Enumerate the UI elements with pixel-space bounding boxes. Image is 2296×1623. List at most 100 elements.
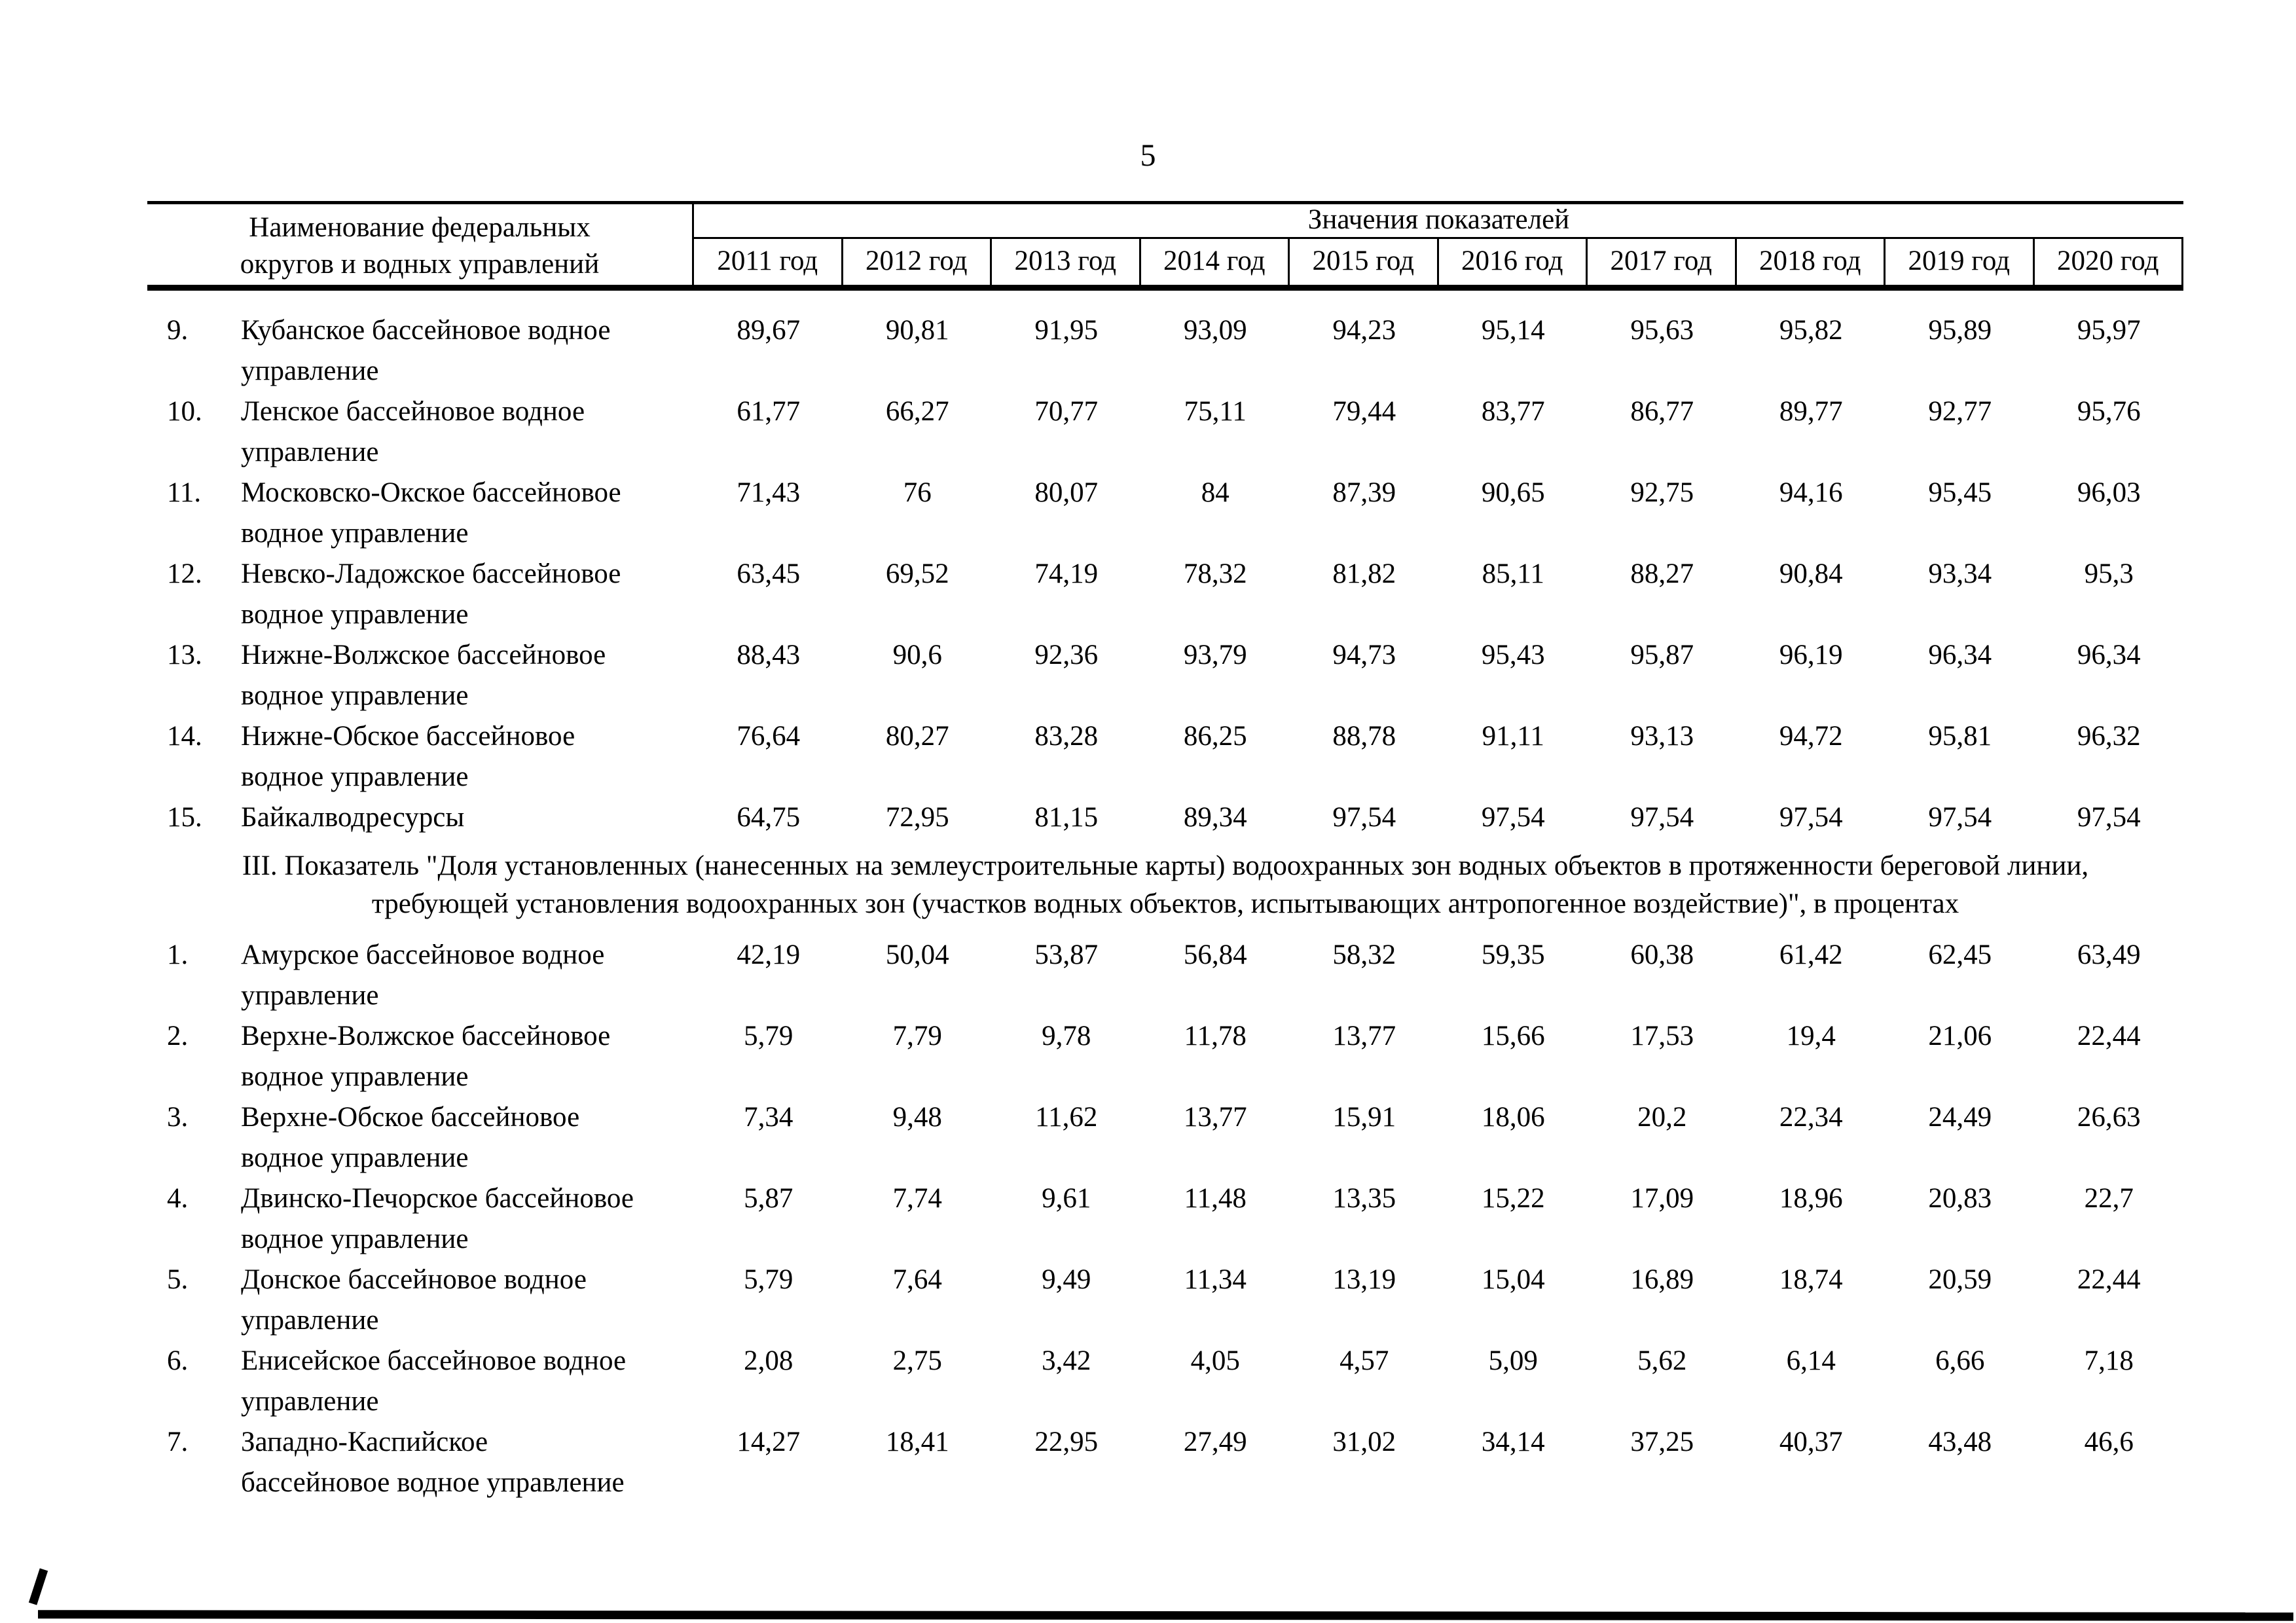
- values-header-group: Значения показателей 2011 год 2012 год 201…: [694, 204, 2183, 285]
- row-value: 84: [1201, 477, 1230, 508]
- row-value: 22,44: [2077, 1264, 2141, 1295]
- row-value: 94,72: [1779, 721, 1843, 752]
- table-body-section3: 1. Амурское бассейновое водное управление 4…: [147, 923, 2183, 1503]
- row-value: 83,28: [1034, 721, 1099, 752]
- row-name-line: Западно-Каспийское: [241, 1427, 488, 1457]
- row-name-line: Верхне-Обское бассейновое: [241, 1102, 580, 1133]
- row-value: 5,79: [744, 1264, 793, 1295]
- row-name: Невско-Ладожское бассейновое водное управ…: [241, 554, 694, 635]
- row-value: 90,84: [1779, 558, 1843, 589]
- row-name-line: Верхне-Волжское бассейновое: [241, 1021, 611, 1051]
- row-value: 15,22: [1481, 1183, 1545, 1214]
- row-value: 14,27: [737, 1427, 801, 1457]
- row-value: 5,87: [744, 1183, 793, 1214]
- row-name: Енисейское бассейновое водное управление: [241, 1341, 694, 1422]
- year-cell: 2012 год: [843, 239, 992, 285]
- row-value: 74,19: [1034, 558, 1099, 589]
- row-value: 7,18: [2084, 1345, 2134, 1376]
- row-number: 1.: [167, 939, 189, 970]
- table-row: 11. Московско-Окское бассейновое водное уп…: [147, 473, 2183, 554]
- values-header: Значения показателей: [694, 204, 2183, 239]
- row-value: 63,45: [737, 558, 801, 589]
- row-name-line: Нижне-Волжское бассейновое: [241, 640, 606, 670]
- row-value: 81,15: [1034, 802, 1099, 833]
- row-value: 22,7: [2084, 1183, 2134, 1214]
- row-value: 43,48: [1928, 1427, 1992, 1457]
- row-value: 61,77: [737, 396, 801, 427]
- row-value: 80,07: [1034, 477, 1099, 508]
- row-value: 37,25: [1630, 1427, 1694, 1457]
- row-value: 11,34: [1184, 1264, 1247, 1295]
- table-row: 12. Невско-Ладожское бассейновое водное уп…: [147, 554, 2183, 635]
- row-value: 86,77: [1630, 396, 1694, 427]
- name-column-header-line1: Наименование федеральных: [249, 212, 591, 243]
- row-value: 27,49: [1183, 1427, 1247, 1457]
- name-column-header: Наименование федеральных округов и водны…: [147, 204, 694, 285]
- row-name: Нижне-Обское бассейновое водное управлени…: [241, 716, 694, 797]
- row-value: 15,66: [1481, 1021, 1545, 1051]
- row-value: 95,76: [2077, 396, 2141, 427]
- row-value: 95,14: [1481, 315, 1545, 346]
- row-value: 76,64: [737, 721, 801, 752]
- row-value: 22,95: [1034, 1427, 1099, 1457]
- row-name-line: управление: [241, 1386, 379, 1417]
- row-value: 97,54: [1481, 802, 1545, 833]
- row-number: 10.: [167, 396, 202, 427]
- row-value: 13,77: [1332, 1021, 1396, 1051]
- row-value: 46,6: [2084, 1427, 2134, 1457]
- row-value: 75,11: [1184, 396, 1247, 427]
- row-name-line: Енисейское бассейновое водное: [241, 1345, 627, 1376]
- row-value: 81,82: [1332, 558, 1396, 589]
- row-value: 96,19: [1779, 640, 1843, 670]
- row-value: 69,52: [885, 558, 949, 589]
- row-value: 95,43: [1481, 640, 1545, 670]
- row-value: 13,35: [1332, 1183, 1396, 1214]
- row-name-line: Московско-Окское бассейновое: [241, 477, 621, 508]
- row-number: 14.: [167, 721, 202, 752]
- table-row: 6. Енисейское бассейновое водное управлени…: [147, 1341, 2183, 1422]
- row-value: 96,34: [2077, 640, 2141, 670]
- row-name-line: Двинско-Печорское бассейновое: [241, 1183, 634, 1214]
- row-value: 97,54: [1332, 802, 1396, 833]
- row-value: 20,2: [1637, 1102, 1687, 1133]
- row-value: 91,11: [1482, 721, 1544, 752]
- row-value: 9,78: [1042, 1021, 1091, 1051]
- row-value: 93,34: [1928, 558, 1992, 589]
- row-value: 16,89: [1630, 1264, 1694, 1295]
- row-name-line: Ленское бассейновое водное: [241, 396, 585, 427]
- row-name: Западно-Каспийское бассейновое водное упр…: [241, 1422, 694, 1503]
- row-name: Московско-Окское бассейновое водное управ…: [241, 473, 694, 554]
- table-row: 9. Кубанское бассейновое водное управление…: [147, 310, 2183, 392]
- row-value: 93,13: [1630, 721, 1694, 752]
- row-value: 17,53: [1630, 1021, 1694, 1051]
- year-cell: 2015 год: [1290, 239, 1439, 285]
- row-value: 58,32: [1332, 939, 1396, 970]
- table-row: 13. Нижне-Волжское бассейновое водное упра…: [147, 635, 2183, 716]
- row-name-line: Донское бассейновое водное: [241, 1264, 587, 1295]
- row-number: 2.: [167, 1021, 189, 1051]
- row-value: 9,49: [1042, 1264, 1091, 1295]
- row-value: 40,37: [1779, 1427, 1843, 1457]
- row-value: 97,54: [2077, 802, 2141, 833]
- row-value: 22,44: [2077, 1021, 2141, 1051]
- row-value: 88,27: [1630, 558, 1694, 589]
- row-value: 7,64: [892, 1264, 942, 1295]
- row-name: Нижне-Волжское бассейновое водное управле…: [241, 635, 694, 716]
- row-value: 89,77: [1779, 396, 1843, 427]
- row-name: Кубанское бассейновое водное управление: [241, 310, 694, 392]
- row-value: 18,06: [1481, 1102, 1545, 1133]
- row-number: 3.: [167, 1102, 189, 1133]
- row-value: 96,03: [2077, 477, 2141, 508]
- row-name: Верхне-Волжское бассейновое водное управл…: [241, 1016, 694, 1097]
- row-value: 60,38: [1630, 939, 1694, 970]
- row-value: 92,77: [1928, 396, 1992, 427]
- row-value: 92,36: [1034, 640, 1099, 670]
- row-value: 4,05: [1190, 1345, 1240, 1376]
- row-name-line: водное управление: [241, 1142, 469, 1173]
- row-value: 19,4: [1786, 1021, 1836, 1051]
- row-value: 90,81: [885, 315, 949, 346]
- row-value: 2,08: [744, 1345, 793, 1376]
- row-value: 7,34: [744, 1102, 793, 1133]
- row-value: 72,95: [885, 802, 949, 833]
- row-value: 95,97: [2077, 315, 2141, 346]
